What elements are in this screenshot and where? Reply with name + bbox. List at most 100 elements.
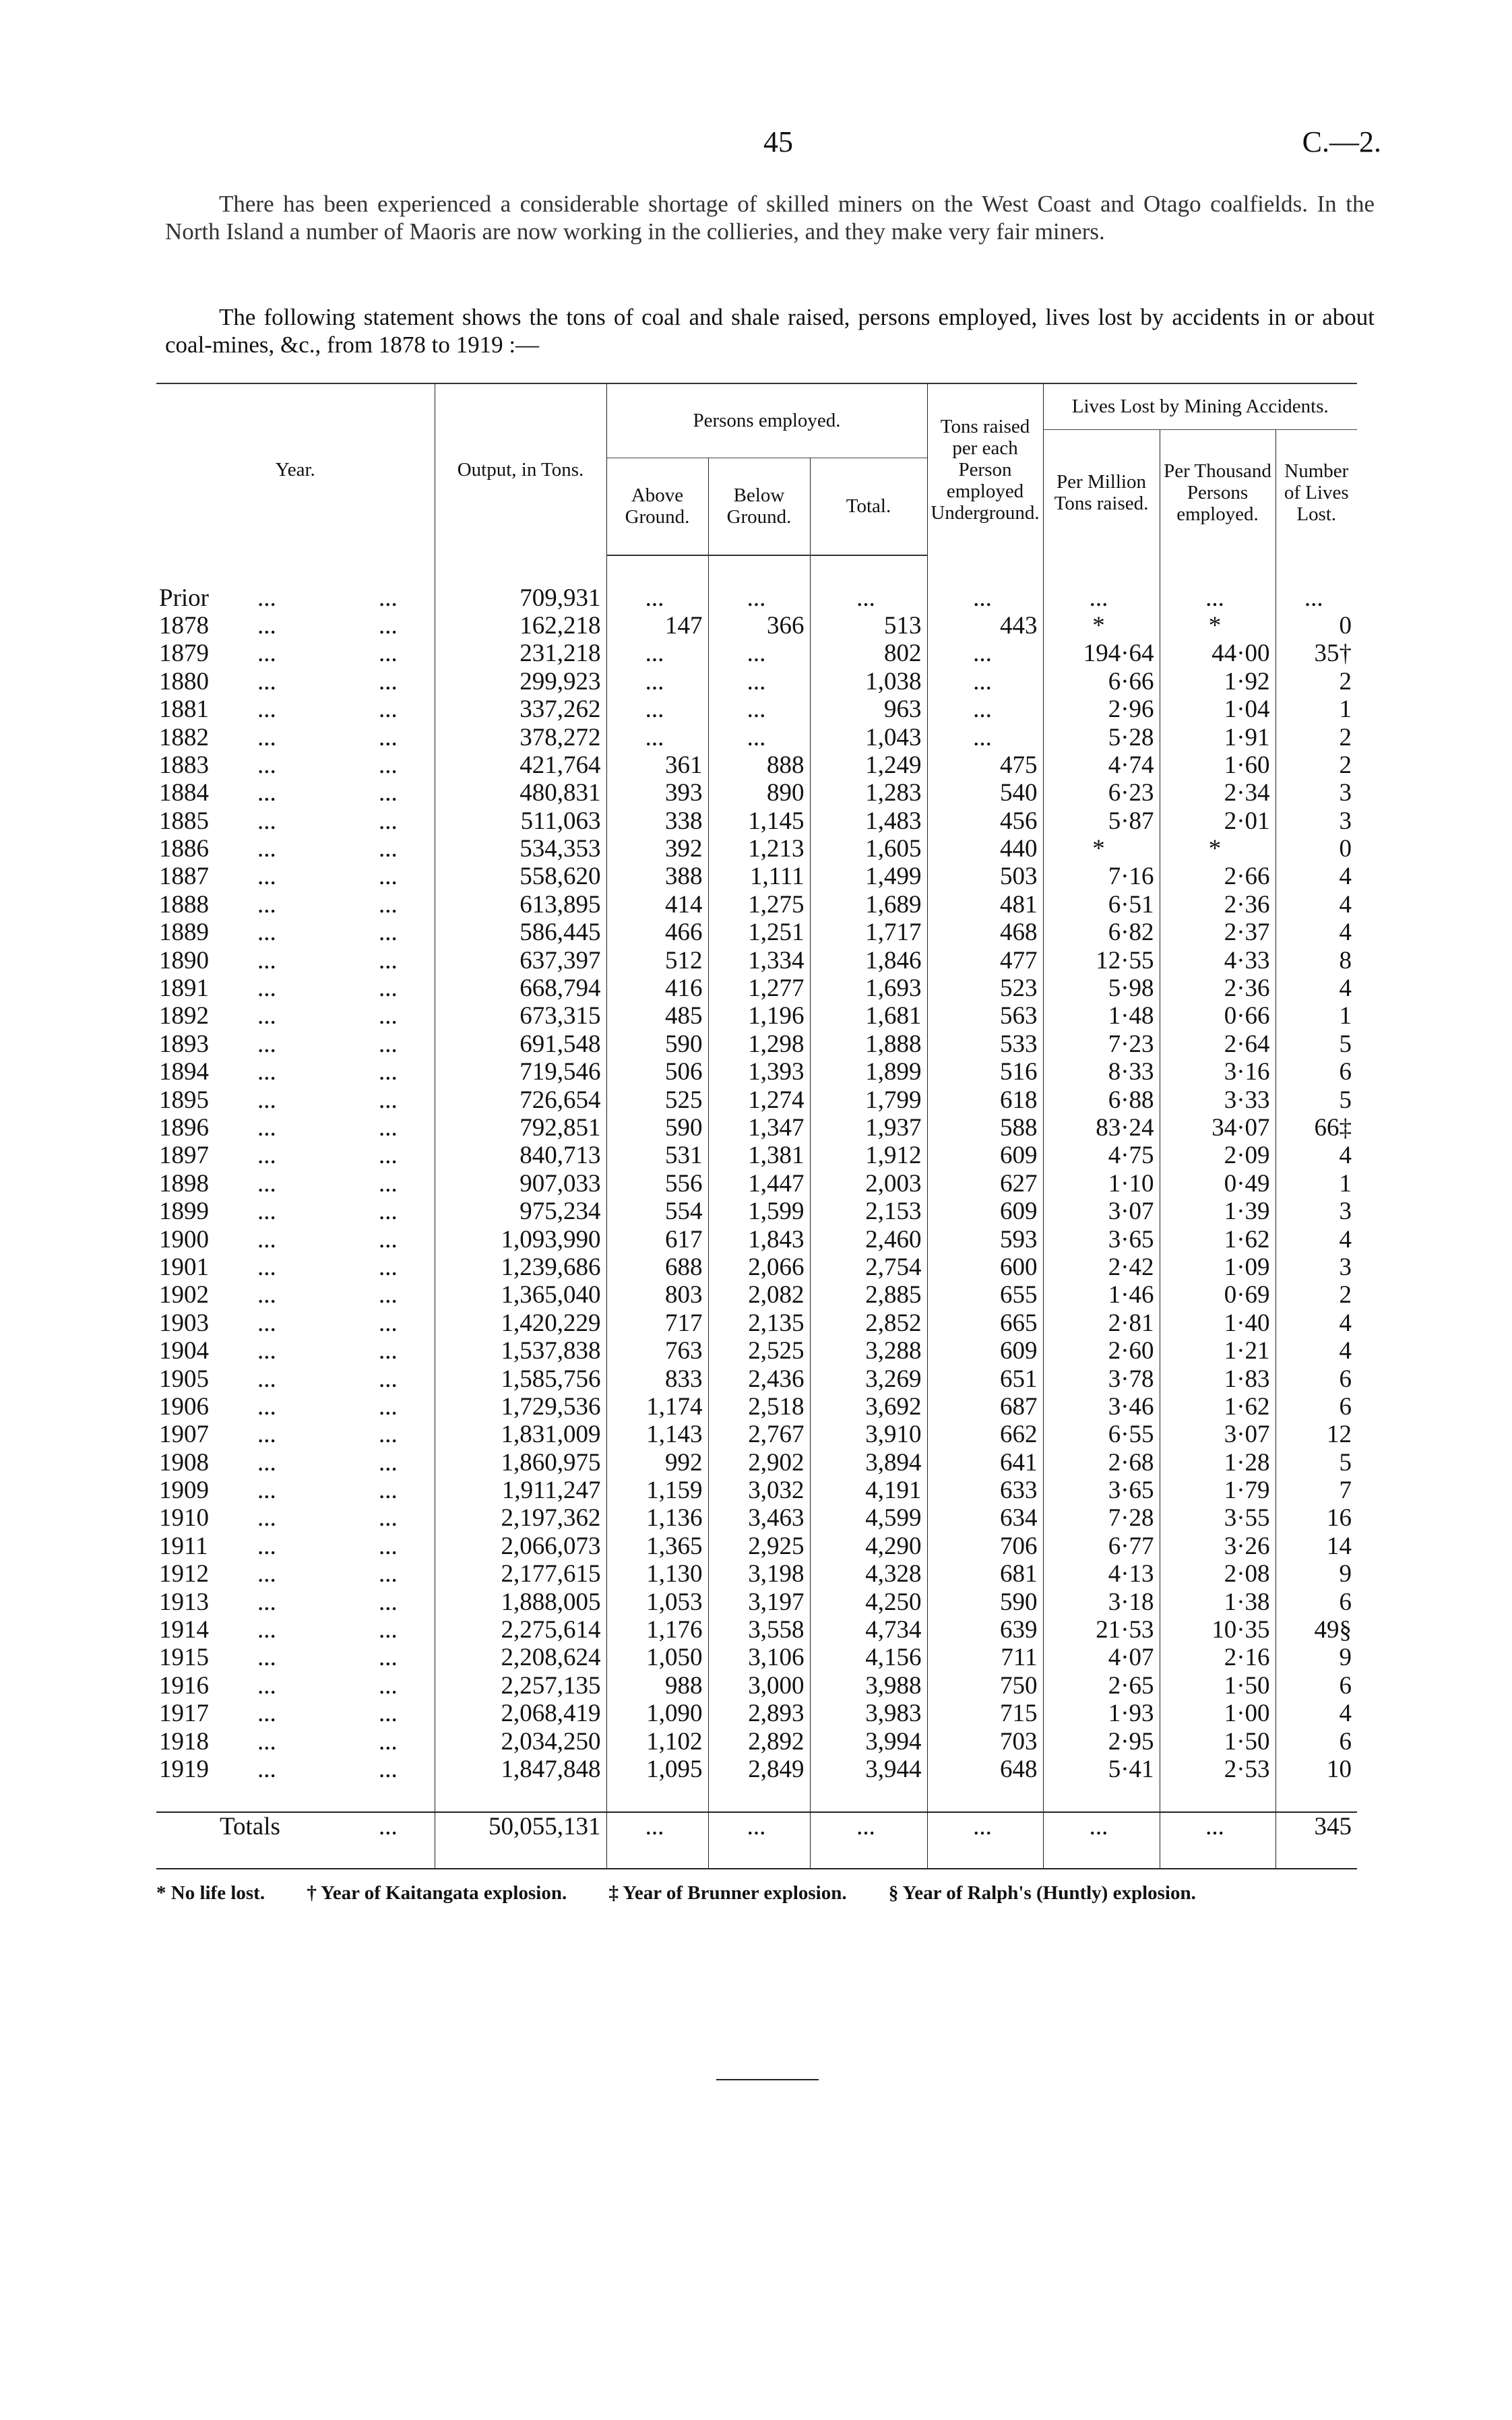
year-label: 1917 bbox=[159, 1700, 209, 1728]
cell-per-million: * bbox=[1042, 611, 1160, 640]
cell-year: 1908...... bbox=[156, 1449, 435, 1477]
cell-lives-lost: 0 bbox=[1275, 611, 1358, 640]
cell-per-million: 5·98 bbox=[1042, 974, 1160, 1003]
cell-tons-per-person: ... bbox=[926, 667, 1044, 695]
cell-tons-per-person: 715 bbox=[926, 1700, 1044, 1728]
year-label: 1914 bbox=[159, 1616, 209, 1644]
cell-per-thousand: 1·62 bbox=[1159, 1225, 1276, 1253]
table-row: 1900...... 1,093,990 617 1,843 2,460 593 3·65 1… bbox=[156, 1225, 1358, 1253]
table-row: 1908...... 1,860,975 992 2,902 3,894 641 2·68 1… bbox=[156, 1448, 1358, 1477]
cell-above-ground: 1,102 bbox=[606, 1727, 708, 1756]
table-row: 1882...... 378,272...... 1,043... 5·28 1·91 2 bbox=[156, 723, 1358, 751]
leader-dots: ... bbox=[379, 1532, 398, 1560]
spacer-cell bbox=[926, 1840, 1044, 1870]
table-row: 1902...... 1,365,040 803 2,082 2,885 655 1·46 0… bbox=[156, 1281, 1358, 1309]
cell-output: 840,713 bbox=[434, 1142, 606, 1170]
cell-total: 1,717 bbox=[809, 919, 928, 947]
leader-dots: ... bbox=[257, 1058, 276, 1086]
cell-below-ground: 1,381 bbox=[707, 1142, 810, 1170]
cell-tons-per-person: ... bbox=[926, 723, 1044, 751]
cell-lives-lost: 4 bbox=[1275, 1309, 1358, 1337]
table-row: 1904...... 1,537,838 763 2,525 3,288 609 2·60 1… bbox=[156, 1336, 1358, 1365]
table-row: 1905...... 1,585,756 833 2,436 3,269 651 3·78 1… bbox=[156, 1365, 1358, 1393]
cell-above-ground: 717 bbox=[606, 1309, 708, 1337]
cell-below-ground: 3,558 bbox=[707, 1615, 810, 1644]
cell-above-ground: 1,159 bbox=[606, 1476, 708, 1505]
year-label: 1882 bbox=[159, 723, 209, 751]
table-body: Prior...... 709,931..................... 1… bbox=[156, 555, 1358, 1870]
cell-per-thousand: * bbox=[1159, 611, 1276, 640]
leader-dots: ... bbox=[379, 1169, 398, 1198]
cell-total: 1,693 bbox=[809, 974, 928, 1003]
cell-lives-lost: 6 bbox=[1275, 1671, 1358, 1700]
cell-per-thousand: 44·00 bbox=[1159, 640, 1276, 668]
cell-tons-per-person: 665 bbox=[926, 1309, 1044, 1337]
cell-year: 1894...... bbox=[156, 1058, 435, 1086]
cell-year: 1909...... bbox=[156, 1477, 435, 1504]
cell-lives-lost: 35† bbox=[1275, 640, 1358, 668]
cell-year: 1899...... bbox=[156, 1198, 435, 1225]
spacer-cell bbox=[926, 1783, 1044, 1813]
cell-lives-lost: 49§ bbox=[1275, 1615, 1358, 1644]
leader-dots: ... bbox=[379, 890, 398, 919]
cell-below-ground: 2,849 bbox=[707, 1755, 810, 1784]
spacer-cell bbox=[809, 1840, 928, 1870]
cell-per-thousand: ... bbox=[1159, 584, 1276, 612]
cell-below-ground: ... bbox=[707, 695, 810, 724]
cell-per-thousand: 2·53 bbox=[1159, 1755, 1276, 1784]
table-row: 1890...... 637,397 512 1,334 1,846 477 12·55 4·… bbox=[156, 946, 1358, 974]
cell-total: 4,290 bbox=[809, 1532, 928, 1561]
leader-dots: ... bbox=[257, 1142, 276, 1170]
header-tons-per-person: Tons raised per each Person employed Und… bbox=[926, 383, 1044, 555]
spacer-cell bbox=[434, 555, 606, 584]
cell-year: 1890...... bbox=[156, 946, 435, 974]
cell-year: 1886...... bbox=[156, 835, 435, 863]
cell-total: 1,937 bbox=[809, 1113, 928, 1142]
year-label: 1879 bbox=[159, 640, 209, 668]
year-label: 1889 bbox=[159, 919, 209, 947]
cell-below-ground: 2,518 bbox=[707, 1392, 810, 1421]
cell-below-ground: 1,277 bbox=[707, 974, 810, 1003]
cell-below-ground: 3,032 bbox=[707, 1476, 810, 1505]
cell-year: 1887...... bbox=[156, 863, 435, 890]
cell-lives-lost: 4 bbox=[1275, 890, 1358, 919]
cell-per-thousand: 1·38 bbox=[1159, 1588, 1276, 1616]
leader-dots: ... bbox=[379, 1002, 398, 1030]
cell-tons-per-person: 687 bbox=[926, 1392, 1044, 1421]
cell-per-million: 12·55 bbox=[1042, 946, 1160, 974]
cell-output: 2,034,250 bbox=[434, 1727, 606, 1756]
year-label: 1911 bbox=[159, 1532, 208, 1560]
cell-output: 1,729,536 bbox=[434, 1392, 606, 1421]
cell-above-ground: 992 bbox=[606, 1448, 708, 1477]
cell-per-million: 3·46 bbox=[1042, 1392, 1160, 1421]
cell-total: 1,846 bbox=[809, 946, 928, 974]
footnote-no-life-lost: * No life lost. bbox=[156, 1882, 265, 1904]
cell-tons-per-person: 618 bbox=[926, 1086, 1044, 1114]
cell-per-thousand: 2·01 bbox=[1159, 807, 1276, 835]
table-row: 1907...... 1,831,009 1,143 2,767 3,910 662 6·5… bbox=[156, 1421, 1358, 1449]
cell-per-million: 2·95 bbox=[1042, 1727, 1160, 1756]
cell-total: 4,156 bbox=[809, 1644, 928, 1672]
cell-per-thousand: 10·35 bbox=[1159, 1615, 1276, 1644]
cell-tons-per-person: 750 bbox=[926, 1671, 1044, 1700]
cell-lives-lost: 2 bbox=[1275, 723, 1358, 751]
cell-output: 719,546 bbox=[434, 1058, 606, 1086]
year-label: 1913 bbox=[159, 1588, 209, 1616]
cell-per-million: 1·48 bbox=[1042, 1002, 1160, 1030]
table-row: 1917...... 2,068,419 1,090 2,893 3,983 715 1·9… bbox=[156, 1700, 1358, 1728]
cell-above-ground: 1,176 bbox=[606, 1615, 708, 1644]
cell-output: 1,888,005 bbox=[434, 1588, 606, 1616]
cell-per-million: 4·75 bbox=[1042, 1142, 1160, 1170]
leader-dots: ... bbox=[257, 1448, 276, 1477]
spacer-cell bbox=[707, 555, 810, 584]
cell-per-thousand: 1·04 bbox=[1159, 695, 1276, 724]
cell-lives-lost: 16 bbox=[1275, 1504, 1358, 1532]
leader-dots: ... bbox=[257, 1616, 276, 1644]
cell-per-million: 3·65 bbox=[1042, 1225, 1160, 1253]
cell-per-million: 2·60 bbox=[1042, 1336, 1160, 1365]
spacer-cell bbox=[1275, 1840, 1358, 1870]
cell-lives-lost: 4 bbox=[1275, 1142, 1358, 1170]
year-label: 1903 bbox=[159, 1309, 209, 1337]
cell-lives-lost: 6 bbox=[1275, 1727, 1358, 1756]
cell-above-ground: 531 bbox=[606, 1142, 708, 1170]
